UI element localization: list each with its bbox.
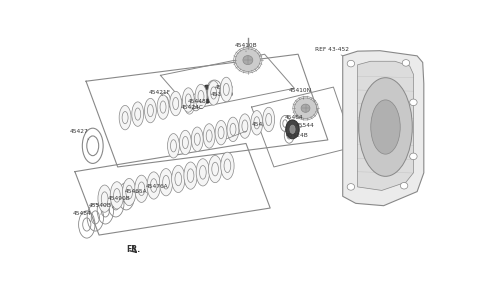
Ellipse shape [138, 182, 145, 196]
Ellipse shape [254, 117, 260, 129]
Ellipse shape [230, 123, 236, 135]
Ellipse shape [119, 106, 131, 130]
Text: 45410B: 45410B [235, 43, 257, 52]
Ellipse shape [347, 60, 355, 67]
Ellipse shape [220, 77, 232, 102]
Ellipse shape [212, 162, 218, 176]
Ellipse shape [168, 134, 180, 158]
Text: 45424C: 45424C [180, 105, 204, 109]
Text: 45410N: 45410N [288, 88, 312, 99]
Ellipse shape [147, 172, 160, 199]
Ellipse shape [163, 175, 169, 189]
Ellipse shape [227, 117, 239, 142]
Ellipse shape [203, 124, 215, 148]
Text: 45465A: 45465A [125, 189, 147, 199]
Ellipse shape [135, 108, 141, 120]
Ellipse shape [172, 165, 185, 192]
Ellipse shape [301, 104, 310, 112]
Ellipse shape [150, 179, 157, 192]
Ellipse shape [286, 120, 299, 139]
Ellipse shape [251, 111, 263, 135]
Ellipse shape [170, 140, 177, 152]
Ellipse shape [195, 84, 207, 109]
Ellipse shape [371, 100, 400, 154]
Ellipse shape [218, 127, 224, 139]
Ellipse shape [243, 56, 253, 65]
Ellipse shape [175, 172, 181, 186]
Ellipse shape [201, 85, 213, 103]
Ellipse shape [223, 83, 229, 95]
Ellipse shape [170, 91, 181, 116]
Ellipse shape [132, 102, 144, 126]
Ellipse shape [110, 182, 124, 209]
Ellipse shape [173, 97, 179, 109]
Ellipse shape [184, 162, 197, 189]
Ellipse shape [192, 127, 203, 152]
Ellipse shape [200, 166, 206, 179]
Ellipse shape [196, 159, 210, 186]
Ellipse shape [409, 99, 417, 106]
Ellipse shape [242, 120, 248, 132]
Ellipse shape [135, 175, 148, 203]
Text: 45544: 45544 [296, 123, 315, 128]
Ellipse shape [187, 169, 194, 182]
Text: 45440: 45440 [215, 84, 234, 90]
Text: 45490B: 45490B [108, 196, 130, 208]
Text: 45385D: 45385D [210, 92, 233, 97]
Ellipse shape [122, 178, 136, 206]
Ellipse shape [400, 182, 408, 189]
Ellipse shape [157, 95, 169, 119]
Text: 45484: 45484 [72, 211, 91, 222]
Ellipse shape [147, 105, 154, 117]
Ellipse shape [126, 185, 132, 199]
Ellipse shape [402, 59, 410, 66]
Ellipse shape [182, 136, 188, 149]
Ellipse shape [182, 88, 194, 112]
Ellipse shape [235, 49, 260, 71]
Ellipse shape [208, 81, 219, 105]
Ellipse shape [211, 87, 216, 99]
Text: 45448B: 45448B [188, 99, 211, 104]
Ellipse shape [101, 192, 108, 206]
Ellipse shape [98, 185, 111, 212]
Polygon shape [343, 51, 424, 206]
Ellipse shape [266, 113, 272, 126]
Ellipse shape [144, 99, 156, 123]
Text: 45476A: 45476A [135, 184, 168, 193]
Ellipse shape [263, 107, 275, 132]
Ellipse shape [122, 112, 128, 124]
Ellipse shape [239, 114, 251, 138]
Ellipse shape [204, 90, 210, 98]
Ellipse shape [221, 152, 234, 179]
Text: 45427: 45427 [70, 129, 89, 140]
Text: 45425A: 45425A [226, 122, 274, 139]
Ellipse shape [198, 90, 204, 102]
Ellipse shape [224, 159, 231, 173]
Ellipse shape [114, 188, 120, 202]
Ellipse shape [180, 130, 192, 155]
Text: 45540B: 45540B [89, 203, 111, 215]
Polygon shape [358, 61, 413, 190]
Ellipse shape [294, 98, 317, 119]
Ellipse shape [208, 156, 222, 183]
Ellipse shape [160, 101, 166, 113]
Ellipse shape [215, 120, 227, 145]
Text: REF 43-452: REF 43-452 [315, 47, 349, 56]
Ellipse shape [194, 133, 200, 145]
Ellipse shape [159, 169, 173, 196]
Text: 45421F: 45421F [149, 91, 171, 96]
Ellipse shape [206, 130, 212, 142]
Text: 45424B: 45424B [285, 133, 308, 138]
Ellipse shape [409, 153, 417, 160]
Ellipse shape [185, 94, 192, 106]
Ellipse shape [347, 184, 355, 190]
Ellipse shape [359, 78, 412, 176]
Text: 45464: 45464 [284, 115, 303, 123]
Text: FR.: FR. [126, 245, 140, 254]
Ellipse shape [290, 125, 295, 134]
